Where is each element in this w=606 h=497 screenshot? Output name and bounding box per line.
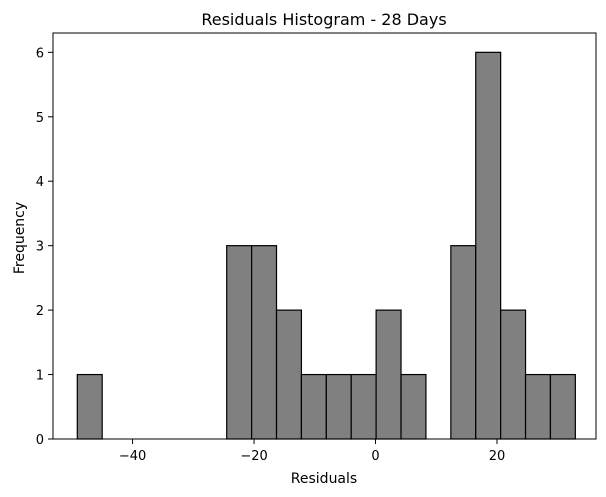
y-tick-label: 5 [36, 111, 44, 126]
histogram-bar [300, 373, 327, 440]
y-tick-label: 6 [36, 46, 44, 61]
histogram-bar [450, 245, 477, 440]
x-axis: −40 −20 0 20 [119, 439, 505, 464]
y-tick-label: 4 [36, 175, 44, 190]
chart-title: Residuals Histogram - 28 Days [201, 10, 446, 29]
y-axis: 0 1 2 3 4 5 6 [36, 46, 53, 448]
histogram-bar [375, 309, 402, 440]
histogram-bar [350, 373, 377, 440]
x-tick-label: −20 [240, 449, 267, 464]
histogram-bar [549, 373, 576, 440]
histogram-bar [251, 245, 278, 440]
y-tick-label: 0 [36, 433, 44, 448]
y-axis-label: Frequency [12, 202, 28, 274]
x-tick-label: 20 [489, 449, 506, 464]
x-axis-label: Residuals [291, 471, 357, 487]
plot-frame [52, 32, 597, 440]
y-tick-label: 1 [36, 369, 44, 384]
histogram-bar [226, 245, 253, 440]
histogram-bar [76, 373, 103, 440]
x-tick-label: −40 [119, 449, 146, 464]
bars [76, 51, 576, 440]
x-tick-label: 0 [371, 449, 379, 464]
histogram-bar [275, 309, 303, 440]
histogram-bar [325, 373, 352, 440]
histogram-bar [475, 51, 502, 440]
y-tick-label: 2 [36, 304, 44, 319]
histogram-bar [524, 373, 552, 440]
histogram-bar [500, 309, 527, 440]
histogram-bar [400, 373, 427, 440]
y-tick-label: 3 [36, 240, 44, 255]
